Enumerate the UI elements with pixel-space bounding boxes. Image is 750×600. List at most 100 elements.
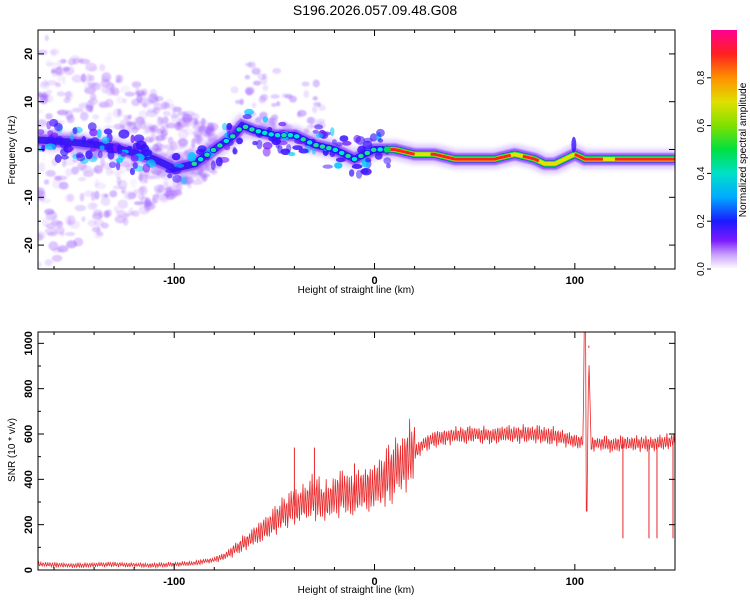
noise-blob: [62, 66, 70, 72]
noise-blob: [116, 95, 124, 104]
noise-blob: [90, 191, 96, 201]
noise-blob: [52, 179, 63, 190]
ridge-blob: [374, 152, 383, 160]
ridge-blob: [267, 127, 273, 132]
noise-blob: [149, 88, 157, 99]
noise-blob: [146, 175, 158, 180]
noise-blob: [176, 146, 184, 151]
ridge-core-red: [430, 152, 512, 161]
noise-blob: [38, 261, 42, 268]
noise-blob: [81, 216, 86, 223]
noise-blob: [171, 109, 177, 115]
noise-blob: [87, 82, 96, 88]
noise-blob: [104, 98, 114, 108]
noise-blob: [244, 74, 251, 80]
snr-y-tick-label: 1000: [23, 331, 35, 355]
ridge-bead: [357, 153, 365, 160]
ridge-blob: [334, 162, 343, 169]
spectrogram-y-tick-label: 10: [23, 96, 35, 108]
noise-blob: [133, 116, 144, 125]
noise-blob: [105, 167, 113, 176]
noise-blob: [157, 143, 165, 152]
noise-blob: [46, 95, 54, 103]
noise-blob: [122, 216, 129, 226]
ridge-bead: [229, 133, 237, 140]
noise-blob: [93, 164, 103, 174]
ridge-blob: [172, 174, 182, 183]
noise-blob: [191, 117, 199, 125]
ridge-bead: [216, 142, 224, 149]
noise-blob: [134, 124, 142, 131]
noise-blob: [234, 99, 242, 105]
ridge-blob: [256, 139, 263, 150]
noise-blob: [93, 218, 105, 227]
ridge-blob: [41, 144, 46, 152]
noise-blob: [162, 110, 171, 117]
noise-blob: [96, 226, 101, 236]
ridge-flare: [571, 136, 577, 153]
noise-blob: [151, 197, 157, 205]
ridge-bead: [293, 133, 301, 140]
ridge-bead: [338, 149, 346, 156]
ridge-blob: [383, 157, 392, 165]
ridge-blob: [298, 148, 309, 154]
noise-blob: [99, 63, 106, 72]
ridge-blob: [197, 145, 207, 153]
ridge-bead: [306, 139, 314, 146]
noise-blob: [45, 210, 58, 221]
ridge-blob: [311, 148, 317, 155]
noise-blob: [44, 258, 53, 267]
ridge-blob: [133, 134, 145, 143]
ridge-bead: [203, 151, 211, 158]
ridge-blob: [329, 127, 335, 137]
noise-blob: [60, 58, 67, 64]
spectrogram-y-axis-label: Frequency (Hz): [7, 116, 18, 185]
noise-blob: [92, 114, 100, 120]
noise-blob: [251, 67, 261, 75]
noise-blob: [65, 231, 76, 237]
ridge-blob: [118, 129, 130, 139]
colorbar-tick-label: 0.4: [696, 166, 707, 180]
noise-blob: [88, 98, 99, 105]
noise-blob: [313, 101, 322, 107]
ridge-blob: [55, 136, 64, 143]
ridge-blob: [339, 135, 349, 142]
noise-blob: [117, 74, 124, 81]
noise-blob: [100, 157, 106, 168]
noise-blob: [301, 81, 310, 87]
ridge-blob: [292, 145, 303, 151]
ridge-blob: [38, 129, 45, 135]
ridge-bead: [241, 123, 250, 130]
ridge-blob: [288, 152, 296, 157]
noise-blob: [155, 134, 166, 142]
ridge-blob: [222, 122, 228, 131]
noise-blob: [128, 207, 135, 216]
noise-blob: [57, 245, 69, 253]
noise-blob: [87, 202, 98, 211]
noise-blob: [49, 48, 60, 56]
spectrogram-y-tick-label: -10: [23, 189, 35, 205]
ridge-blob: [96, 128, 102, 139]
noise-blob: [164, 98, 174, 107]
noise-blob: [185, 128, 195, 136]
colorbar-tick-label: 0.2: [696, 214, 707, 228]
noise-blob: [239, 98, 244, 106]
noise-blob: [85, 73, 92, 84]
ridge-blob: [232, 146, 237, 155]
spectrogram-x-tick-label: -100: [163, 275, 185, 287]
noise-blob: [38, 119, 47, 127]
noise-blob: [166, 122, 177, 129]
colorbar-tick-label: 0.0: [696, 262, 707, 276]
noise-blob: [126, 121, 137, 127]
noise-blob: [63, 194, 74, 203]
noise-blob: [40, 198, 52, 204]
spectrogram-x-tick-label: 0: [371, 275, 377, 287]
noise-blob: [110, 170, 122, 175]
ridge-blob: [348, 169, 355, 177]
noise-blob: [177, 123, 187, 128]
noise-blob: [164, 185, 176, 193]
noise-blob: [117, 179, 128, 190]
noise-blob: [71, 74, 83, 83]
noise-blob: [191, 179, 204, 185]
